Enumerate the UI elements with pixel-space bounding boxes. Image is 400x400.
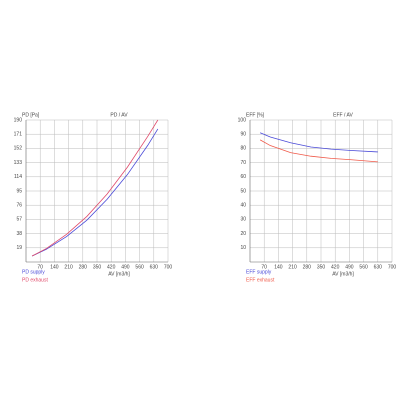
y-tick-label: 40 [240, 203, 246, 209]
x-tick-label: 70 [37, 264, 43, 270]
y-tick-label: 50 [240, 188, 246, 194]
x-tick-label: 70 [261, 264, 267, 270]
y-axis-label: EFF [%] [246, 112, 265, 118]
x-tick-label: 700 [388, 264, 397, 270]
line [31, 119, 159, 257]
y-tick-label: 190 [14, 117, 23, 123]
y-tick-label: 95 [16, 188, 22, 194]
y-tick-label: 70 [240, 160, 246, 166]
y-tick-label: 80 [240, 146, 246, 152]
chart-title: EFF / AV [333, 112, 353, 118]
y-tick-label: 76 [16, 203, 22, 209]
x-tick-label: 140 [50, 264, 59, 270]
x-tick-label: 210 [288, 264, 297, 270]
y-axis-label: PD [Pa] [22, 112, 40, 118]
x-tick-label: 630 [374, 264, 383, 270]
y-tick-label: 10 [240, 245, 246, 251]
x-tick-label: 490 [121, 264, 130, 270]
x-tick-label: 280 [303, 264, 312, 270]
line [259, 132, 378, 153]
y-tick-label: 19 [16, 245, 22, 251]
chart-title: PD / AV [110, 112, 128, 118]
line [31, 128, 159, 257]
x-tick-label: 630 [150, 264, 159, 270]
x-tick-label: 350 [317, 264, 326, 270]
y-tick-label: 114 [14, 174, 22, 180]
x-tick-label: 280 [79, 264, 88, 270]
x-tick-label: 210 [64, 264, 73, 270]
x-axis-label: AV [m3/h] [108, 271, 130, 277]
y-tick-label: 171 [14, 132, 23, 138]
y-tick-label: 30 [240, 217, 246, 223]
y-tick-label: 133 [14, 160, 23, 166]
x-tick-label: 350 [93, 264, 102, 270]
y-tick-label: 152 [14, 146, 23, 152]
x-axis-label: AV [m3/h] [332, 271, 354, 277]
x-tick-label: 560 [135, 264, 144, 270]
chart: 19 38 57 76 95 114 133 152 171 190 70 140 210 280 350 4… [14, 112, 173, 283]
line [259, 139, 378, 163]
y-tick-label: 60 [240, 174, 246, 180]
legend-entry: PD supply [22, 269, 45, 275]
y-tick-label: 20 [240, 231, 246, 237]
x-tick-label: 420 [107, 264, 116, 270]
legend-entry: EFF supply [246, 269, 272, 275]
x-tick-label: 560 [359, 264, 368, 270]
y-tick-label: 90 [240, 132, 246, 138]
y-tick-label: 100 [238, 117, 247, 123]
y-tick-label: 57 [16, 217, 22, 223]
y-tick-label: 38 [16, 231, 22, 237]
legend-entry: PD exhaust [22, 277, 48, 283]
x-tick-label: 420 [331, 264, 340, 270]
x-tick-label: 490 [345, 264, 354, 270]
x-tick-label: 700 [164, 264, 173, 270]
chart: 10 20 30 40 50 60 70 80 90 100 70 140 210 280 350 420 49… [238, 112, 397, 283]
legend-entry: EFF exhaust [246, 277, 275, 283]
x-tick-label: 140 [274, 264, 283, 270]
